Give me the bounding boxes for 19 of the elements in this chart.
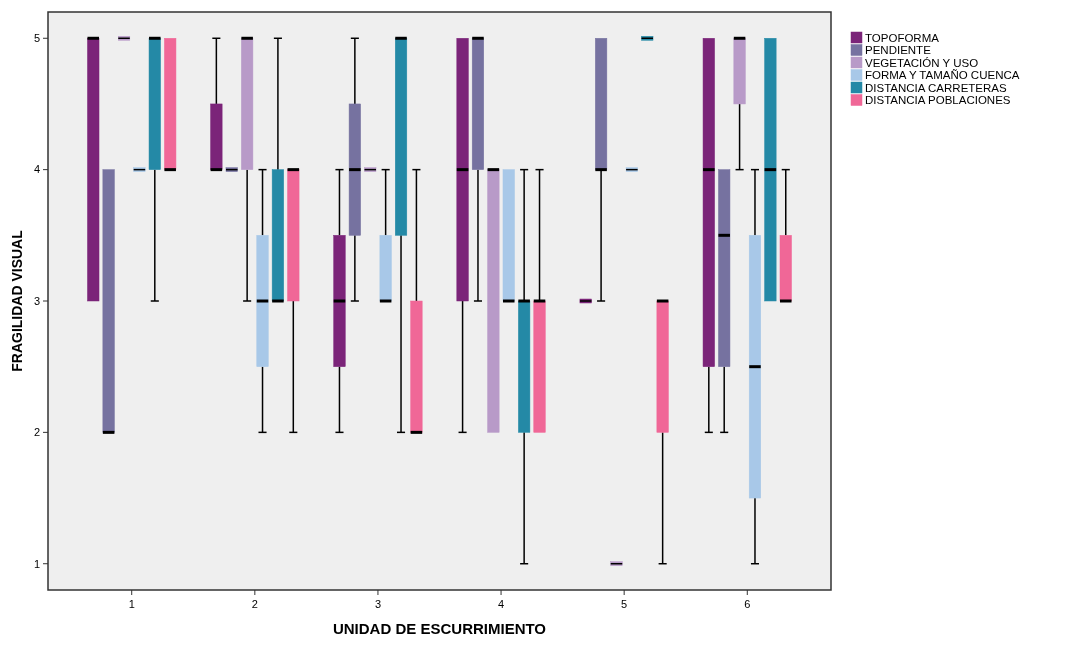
y-tick-label: 3 — [33, 294, 40, 307]
x-tick-label: 6 — [744, 598, 751, 610]
x-tick-label: 2 — [251, 598, 258, 610]
x-tick-label: 1 — [128, 598, 135, 610]
y-axis-title: FRAGILIDAD VISUAL — [9, 229, 25, 372]
x-tick-label: 3 — [374, 598, 382, 610]
legend-label: FORMA Y TAMAÑO CUENCA — [865, 69, 1020, 81]
x-tick-label: 5 — [621, 598, 628, 610]
legend-label: DISTANCIA POBLACIONES — [865, 94, 1011, 106]
y-tick-label: 5 — [33, 32, 40, 45]
y-tick-label: 1 — [33, 557, 40, 570]
legend-label: DISTANCIA CARRETERAS — [865, 81, 1007, 94]
y-tick-label: 2 — [33, 426, 40, 439]
x-tick-label: 4 — [497, 598, 505, 610]
x-axis-title: UNIDAD DE ESCURRIMIENTO — [332, 620, 547, 637]
legend-label: VEGETACIÓN Y USO — [865, 56, 979, 69]
legend-label: PENDIENTE — [865, 44, 932, 56]
y-tick-label: 4 — [33, 163, 40, 176]
legend-label: TOPOFORMA — [865, 31, 940, 44]
